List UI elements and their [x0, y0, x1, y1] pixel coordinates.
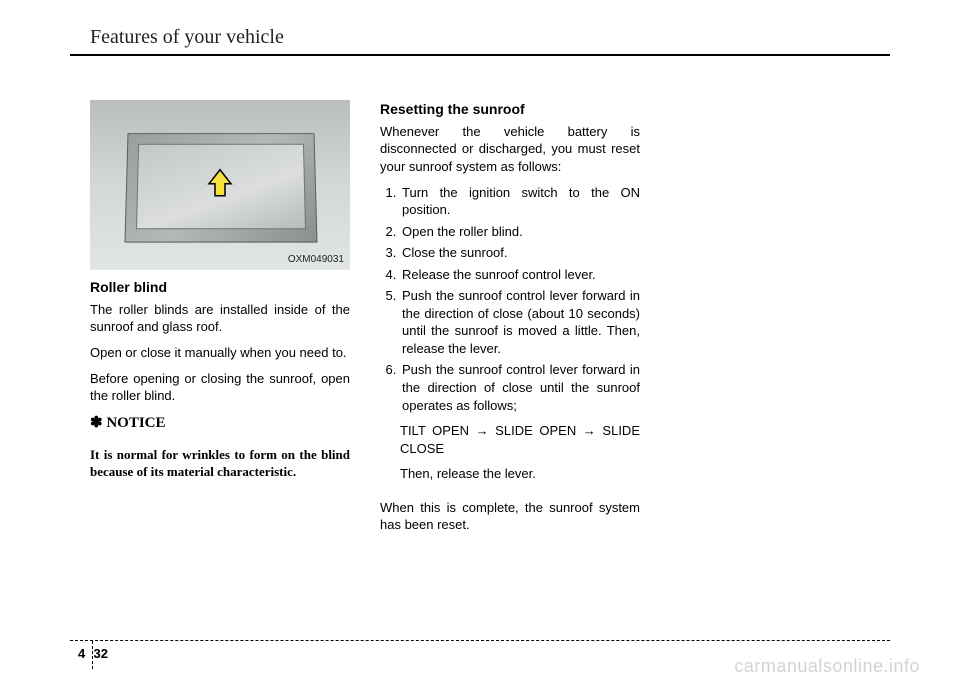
reset-step: Open the roller blind. — [400, 223, 640, 241]
sunroof-figure: OXM049031 — [90, 100, 350, 270]
page-no: 32 — [93, 646, 107, 661]
arrow-up-icon — [207, 168, 233, 203]
operation-sequence: TILT OPEN → SLIDE OPEN → SLIDE CLOSE — [400, 422, 640, 457]
middle-column: Resetting the sunroof Whenever the vehic… — [380, 100, 640, 542]
notice-label: NOTICE — [106, 415, 165, 431]
reset-step: Release the sunroof control lever. — [400, 266, 640, 284]
chapter-title: Features of your vehicle — [90, 26, 284, 49]
left-column: OXM049031 Roller blind The roller blinds… — [90, 100, 350, 494]
resetting-heading: Resetting the sunroof — [380, 100, 640, 119]
page-number: 4 32 — [78, 646, 108, 661]
notice-heading: ✽ NOTICE — [90, 413, 350, 433]
resetting-intro: Whenever the vehicle battery is disconne… — [380, 123, 640, 176]
roller-blind-p1: The roller blinds are installed inside o… — [90, 301, 350, 336]
roller-blind-p3: Before opening or closing the sunroof, o… — [90, 370, 350, 405]
then-release: Then, release the lever. — [400, 465, 640, 483]
watermark-text: carmanualsonline.info — [734, 656, 920, 677]
notice-symbol: ✽ — [90, 415, 103, 431]
header-rule — [70, 54, 890, 56]
reset-step: Turn the ignition switch to the ON posit… — [400, 184, 640, 219]
footer-rule — [70, 640, 890, 641]
reset-step: Close the sunroof. — [400, 244, 640, 262]
section-number: 4 — [78, 646, 86, 661]
figure-code: OXM049031 — [288, 253, 344, 267]
reset-steps-list: Turn the ignition switch to the ON posit… — [380, 184, 640, 415]
reset-step: Push the sunroof control lever forward i… — [400, 361, 640, 414]
reset-complete: When this is complete, the sunroof syste… — [380, 499, 640, 534]
roller-blind-heading: Roller blind — [90, 278, 350, 297]
notice-body: It is normal for wrinkles to form on the… — [90, 446, 350, 481]
roller-blind-p2: Open or close it manually when you need … — [90, 344, 350, 362]
reset-step: Push the sunroof control lever forward i… — [400, 287, 640, 357]
